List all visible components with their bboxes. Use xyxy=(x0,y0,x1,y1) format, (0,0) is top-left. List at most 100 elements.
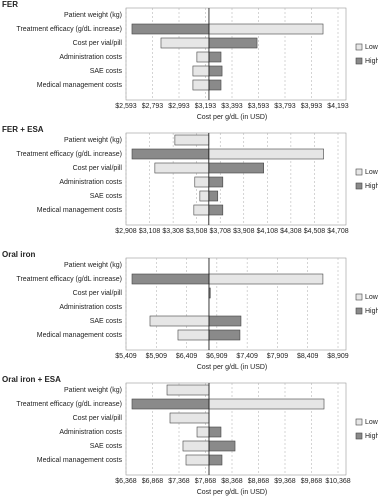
chart-title: FER + ESA xyxy=(2,125,44,134)
x-tick-label: $9,368 xyxy=(274,478,296,485)
x-tick-label: $3,108 xyxy=(139,228,161,235)
legend-label: Low xyxy=(365,169,378,176)
x-tick-label: $7,868 xyxy=(195,478,217,485)
row-label: Administration costs xyxy=(59,429,122,436)
legend-swatch xyxy=(355,432,363,440)
row-label: Medical management costs xyxy=(37,332,123,339)
x-tick-label: $6,909 xyxy=(206,353,228,360)
bar xyxy=(208,190,219,202)
bar xyxy=(196,51,210,63)
x-tick-label: $3,308 xyxy=(162,228,184,235)
x-tick-label: $3,908 xyxy=(233,228,255,235)
x-tick-label: $4,193 xyxy=(327,103,349,110)
x-tick-label: $3,593 xyxy=(248,103,270,110)
plot-frame xyxy=(125,132,347,226)
bar xyxy=(131,23,210,35)
bar xyxy=(182,440,210,452)
legend-label: High xyxy=(365,308,378,315)
row-label: Patient weight (kg) xyxy=(64,387,122,394)
bar xyxy=(208,426,222,438)
legend-swatch xyxy=(355,293,363,301)
bar xyxy=(208,315,242,327)
bar xyxy=(192,79,210,91)
x-tick-label: $3,993 xyxy=(301,103,323,110)
row-label: Treatment efficacy (g/dL increase) xyxy=(16,26,122,33)
legend-label: High xyxy=(365,58,378,65)
legend-label: Low xyxy=(365,44,378,51)
row-label: Administration costs xyxy=(59,179,122,186)
row-label: Administration costs xyxy=(59,304,122,311)
row-label: Treatment efficacy (g/dL increase) xyxy=(16,401,122,408)
bar xyxy=(193,204,210,216)
row-label: Patient weight (kg) xyxy=(64,12,122,19)
bar xyxy=(160,37,210,49)
legend-swatch xyxy=(355,43,363,51)
row-label: SAE costs xyxy=(90,193,123,200)
x-tick-label: $3,508 xyxy=(186,228,208,235)
bar xyxy=(208,79,222,91)
bar xyxy=(154,162,210,174)
row-label: Treatment efficacy (g/dL increase) xyxy=(16,276,122,283)
x-tick-label: $8,409 xyxy=(297,353,319,360)
bar xyxy=(208,204,224,216)
x-tick-label: $8,368 xyxy=(221,478,243,485)
x-tick-label: $2,993 xyxy=(168,103,190,110)
row-label: Cost per vial/pill xyxy=(73,165,123,172)
bar xyxy=(131,273,210,285)
x-tick-label: $7,409 xyxy=(236,353,258,360)
row-label: SAE costs xyxy=(90,443,123,450)
row-label: Cost per vial/pill xyxy=(73,40,123,47)
row-label: SAE costs xyxy=(90,318,123,325)
row-label: Administration costs xyxy=(59,54,122,61)
x-tick-label: $4,708 xyxy=(327,228,349,235)
chart-title: FER xyxy=(2,0,18,9)
bar xyxy=(192,65,210,77)
bar xyxy=(199,190,210,202)
bar xyxy=(208,148,324,160)
bar xyxy=(208,398,325,410)
bar xyxy=(174,134,210,146)
bar xyxy=(166,384,210,396)
legend-label: High xyxy=(365,183,378,190)
x-tick-label: $8,868 xyxy=(248,478,270,485)
x-tick-label: $3,708 xyxy=(210,228,232,235)
x-tick-label: $6,868 xyxy=(142,478,164,485)
legend-swatch xyxy=(355,168,363,176)
x-tick-label: $3,793 xyxy=(274,103,296,110)
x-axis-label: Cost per g/dL (in USD) xyxy=(197,114,268,121)
x-axis-label: Cost per g/dL (in USD) xyxy=(197,364,268,371)
bar xyxy=(208,273,324,285)
bar xyxy=(196,426,210,438)
x-tick-label: $6,409 xyxy=(176,353,198,360)
x-tick-label: $5,409 xyxy=(115,353,137,360)
chart-title: Oral iron xyxy=(2,250,35,259)
bar xyxy=(131,148,210,160)
row-label: Patient weight (kg) xyxy=(64,262,122,269)
legend-label: High xyxy=(365,433,378,440)
x-tick-label: $6,368 xyxy=(115,478,137,485)
bar xyxy=(208,23,324,35)
bar xyxy=(208,51,222,63)
bar xyxy=(185,454,210,466)
x-tick-label: $4,508 xyxy=(304,228,326,235)
row-label: Medical management costs xyxy=(37,457,123,464)
bar xyxy=(194,176,210,188)
bar xyxy=(208,162,264,174)
x-tick-label: $2,793 xyxy=(142,103,164,110)
chart-title: Oral iron + ESA xyxy=(2,375,61,384)
legend-swatch xyxy=(355,307,363,315)
bar xyxy=(177,329,210,341)
row-label: Patient weight (kg) xyxy=(64,137,122,144)
x-axis-label: Cost per g/dL (in USD) xyxy=(197,489,268,496)
row-label: Cost per vial/pill xyxy=(73,415,123,422)
legend-swatch xyxy=(355,57,363,65)
bar xyxy=(149,315,210,327)
x-tick-label: $3,193 xyxy=(195,103,217,110)
bar xyxy=(208,329,241,341)
x-tick-label: $4,308 xyxy=(280,228,302,235)
x-tick-label: $2,593 xyxy=(115,103,137,110)
legend-swatch xyxy=(355,182,363,190)
x-tick-label: $4,108 xyxy=(257,228,279,235)
